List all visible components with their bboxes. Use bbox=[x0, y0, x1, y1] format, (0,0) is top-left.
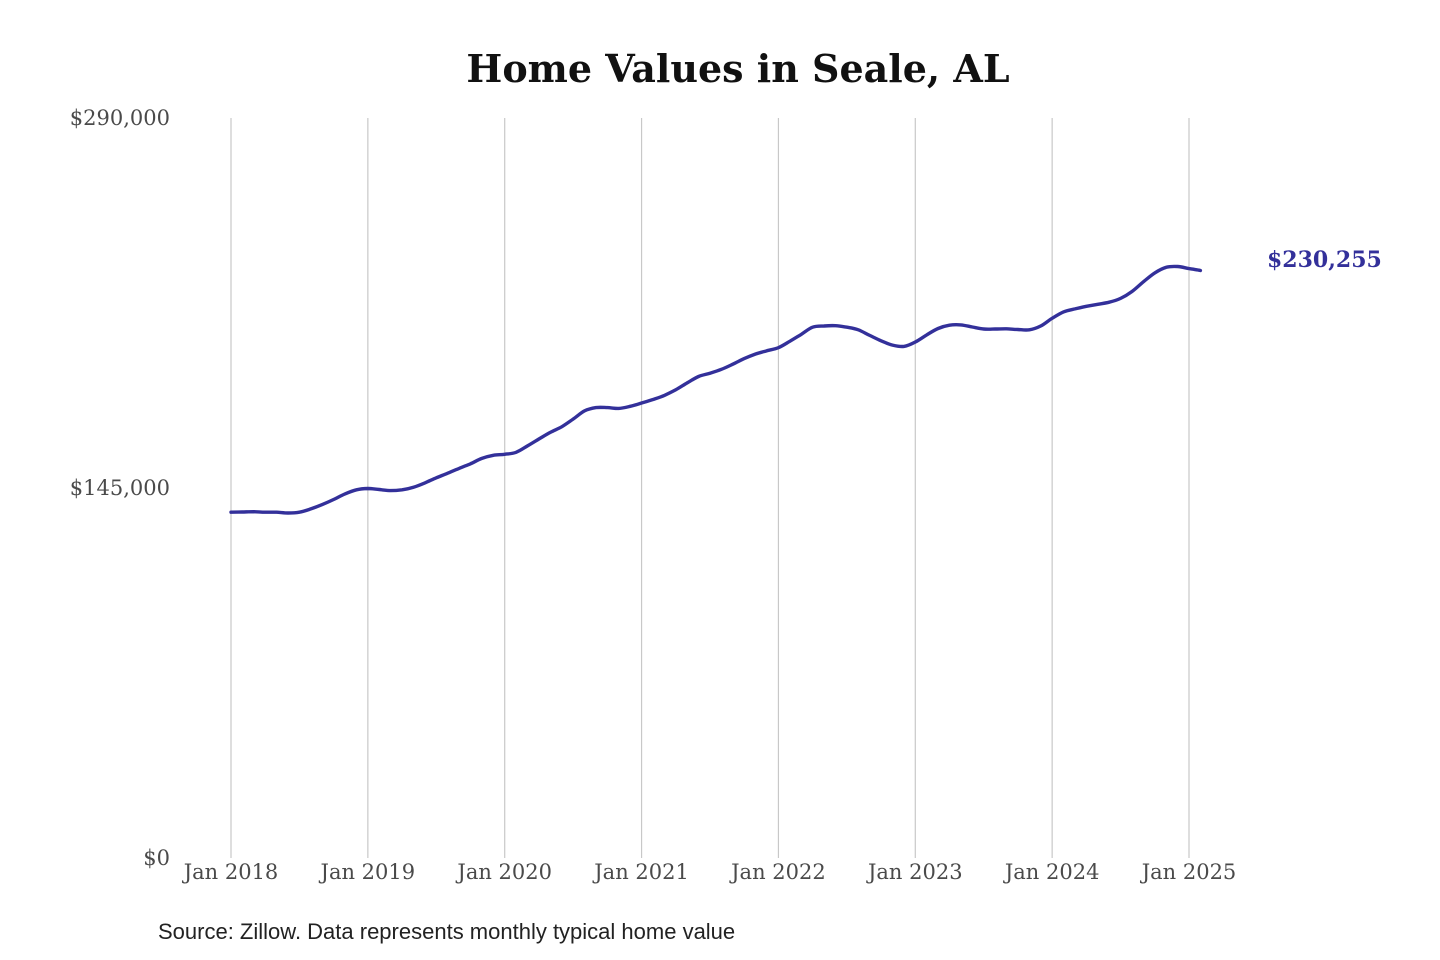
y-tick-label: $145,000 bbox=[70, 476, 170, 500]
x-axis: Jan 2018 Jan 2019 Jan 2020 Jan 2021 Jan 2022… bbox=[182, 860, 1237, 884]
home-value-line bbox=[229, 264, 1203, 515]
chart-title: Home Values in Seale, AL bbox=[466, 46, 1009, 91]
x-tick-label: Jan 2021 bbox=[592, 860, 689, 884]
source-note: Source: Zillow. Data represents monthly … bbox=[158, 919, 735, 944]
x-tick-label: Jan 2025 bbox=[1140, 860, 1237, 884]
x-tick-label: Jan 2019 bbox=[319, 860, 416, 884]
x-tick-label: Jan 2023 bbox=[866, 860, 963, 884]
gridlines bbox=[230, 118, 1190, 858]
y-axis: $0 $145,000 $290,000 bbox=[70, 106, 170, 870]
x-tick-label: Jan 2022 bbox=[729, 860, 826, 884]
y-tick-label: $290,000 bbox=[70, 106, 170, 130]
x-tick-label: Jan 2024 bbox=[1003, 860, 1100, 884]
x-tick-label: Jan 2020 bbox=[455, 860, 552, 884]
x-tick-label: Jan 2018 bbox=[182, 860, 279, 884]
end-value-label: $230,255 bbox=[1267, 247, 1382, 273]
y-tick-label: $0 bbox=[143, 846, 170, 870]
series-layer bbox=[229, 264, 1203, 515]
